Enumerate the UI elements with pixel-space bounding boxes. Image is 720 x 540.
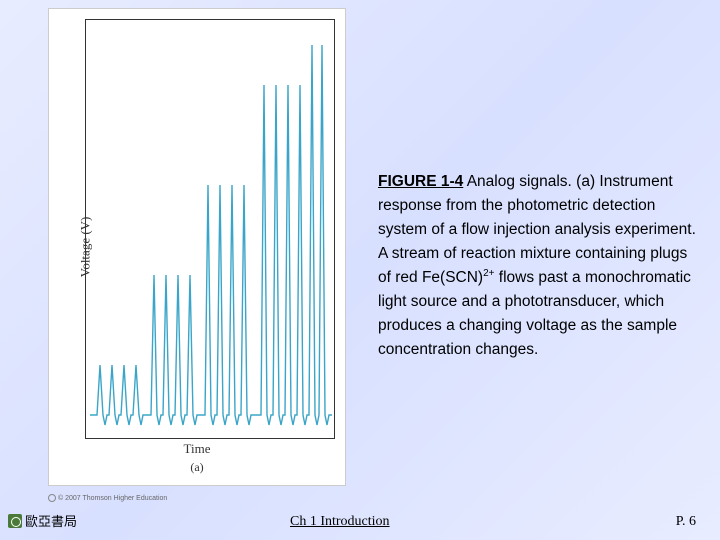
page-number: P. 6 [676, 514, 696, 530]
x-axis-label: Time [184, 441, 211, 457]
publisher-block: 歐亞書局 [8, 511, 77, 530]
y-axis-label: Voltage (V) [77, 217, 93, 278]
caption-superscript: 2+ [483, 268, 494, 279]
publisher-icon [8, 514, 22, 528]
subplot-label: (a) [190, 460, 203, 475]
signal-peaks-svg [86, 20, 336, 440]
copyright-text: © 2007 Thomson Higher Education [58, 495, 167, 502]
copyright-line: © 2007 Thomson Higher Education [48, 494, 167, 502]
publisher-name: 歐亞書局 [25, 511, 77, 530]
figure-label: FIGURE 1-4 [378, 173, 463, 190]
chart-figure: Voltage (V) Time (a) [48, 8, 346, 486]
chapter-footer: Ch 1 Introduction [290, 514, 390, 530]
figure-caption: FIGURE 1-4 Analog signals. (a) Instrumen… [378, 170, 698, 362]
caption-title-tail: Analog signals. [463, 173, 572, 190]
copyright-icon [48, 494, 56, 502]
chart-plot-area [85, 19, 335, 439]
